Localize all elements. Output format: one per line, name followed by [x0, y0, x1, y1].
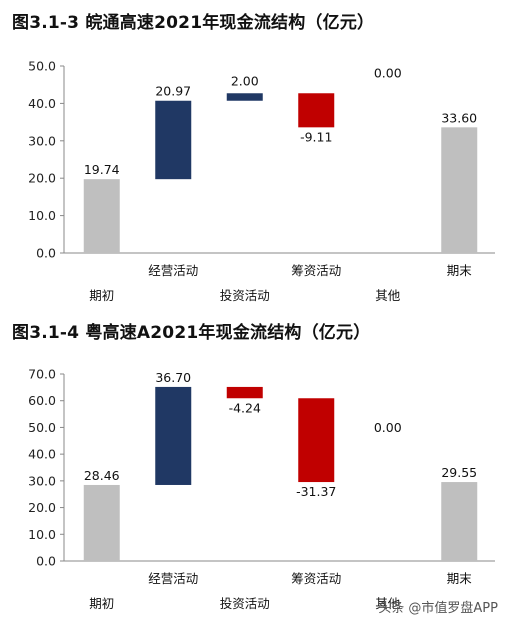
y-tick-label: 60.0	[28, 393, 56, 408]
y-tick-label: 20.0	[28, 171, 56, 186]
x-category-label: 筹资活动	[291, 571, 341, 586]
bar-increase	[226, 93, 263, 101]
y-tick-label: 40.0	[28, 96, 56, 111]
bar-decrease	[298, 398, 335, 483]
y-tick-label: 30.0	[28, 473, 56, 488]
x-category-label: 其他	[375, 288, 401, 303]
data-label: 20.97	[155, 84, 191, 99]
data-label: 33.60	[441, 110, 477, 125]
waterfall-chart-2: 0.0 10.0 20.0 30.0 40.0 50.0 60.0 70.0 28.46 36.7…	[28, 367, 495, 611]
x-category-label: 期末	[447, 263, 473, 278]
x-category-label: 投资活动	[220, 288, 270, 303]
bar-decrease	[298, 93, 335, 128]
bar-increase	[155, 100, 192, 180]
x-category-label: 期初	[89, 596, 114, 611]
chart-title-1: 图3.1-3 皖通高速2021年现金流结构（亿元）	[12, 13, 375, 33]
data-label: 19.74	[84, 162, 120, 177]
x-category-label: 投资活动	[220, 596, 270, 611]
chart-title-2: 图3.1-4 粤高速A2021年现金流结构（亿元）	[12, 323, 371, 343]
y-tick-label: 20.0	[28, 500, 56, 515]
x-category-label: 筹资活动	[291, 263, 341, 278]
y-tick-label: 50.0	[28, 420, 56, 435]
data-label: 0.00	[374, 65, 402, 80]
bar-decrease	[226, 386, 263, 399]
bar-total	[441, 127, 478, 253]
watermark: 头条 @市值罗盘APP	[378, 601, 498, 616]
data-label: 29.55	[441, 465, 477, 480]
y-tick-label: 70.0	[28, 367, 56, 382]
bar-total	[83, 179, 120, 253]
y-tick-label: 50.0	[28, 59, 56, 74]
data-label: -31.37	[296, 484, 336, 499]
data-label: 36.70	[155, 370, 191, 385]
x-category-label: 期初	[89, 288, 114, 303]
bar-total	[83, 484, 120, 561]
data-label: 28.46	[84, 468, 120, 483]
x-category-label: 其他	[375, 596, 401, 611]
y-tick-label: 0.0	[36, 246, 56, 261]
y-tick-label: 40.0	[28, 447, 56, 462]
y-tick-label: 10.0	[28, 208, 56, 223]
data-label: 0.00	[374, 420, 402, 435]
data-label: 2.00	[231, 73, 259, 88]
waterfall-chart-1: 0.0 10.0 20.0 30.0 40.0 50.0 19.74 20.97 2.00 -9.…	[28, 59, 495, 303]
bar-increase	[155, 386, 192, 485]
y-tick-label: 0.0	[36, 554, 56, 569]
data-label: -9.11	[300, 129, 332, 144]
y-tick-label: 10.0	[28, 527, 56, 542]
bar-total	[441, 482, 478, 561]
x-category-label: 经营活动	[148, 571, 198, 586]
y-tick-label: 30.0	[28, 133, 56, 148]
x-category-label: 经营活动	[148, 263, 198, 278]
data-label: -4.24	[229, 400, 261, 415]
x-category-label: 期末	[447, 571, 473, 586]
